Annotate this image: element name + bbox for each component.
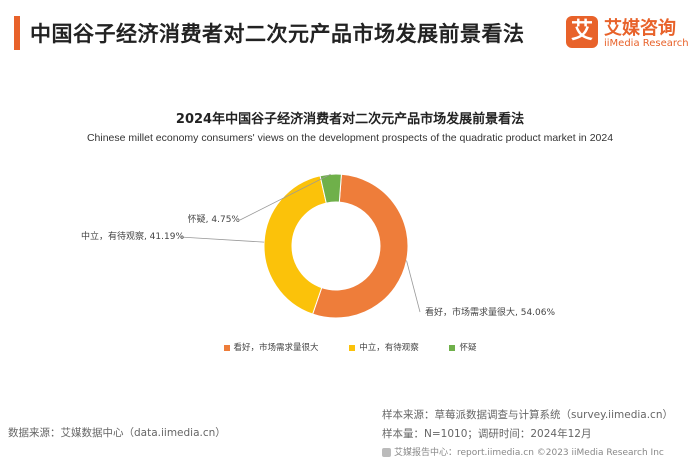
slice-optimistic xyxy=(311,173,409,319)
donut-labels: 看好，市场需求量很大, 54.06% 中立，有待观察, 41.19% 怀疑, 4.7… xyxy=(81,173,555,318)
legend-swatch-neutral xyxy=(349,344,356,351)
page-title: 中国谷子经济消费者对二次元产品市场发展前景看法 xyxy=(30,22,525,46)
brand-logo-block: 艾 艾媒咨询 iiMedia Research xyxy=(566,14,689,54)
header-accent-bar xyxy=(14,16,20,50)
slice-optimistic-label: 看好，市场需求量很大, 54.06% xyxy=(425,306,555,318)
legend-swatch-optimistic xyxy=(223,344,230,351)
slice-neutral xyxy=(263,175,327,315)
donut-slices xyxy=(263,173,409,319)
slice-neutral-leader xyxy=(179,236,265,243)
sample-source: 样本来源：草莓派数据调查与计算系统（survey.iimedia.cn） xyxy=(382,409,673,421)
chart-subtitle: Chinese millet economy consumers' views … xyxy=(86,132,614,144)
report-center-icon xyxy=(382,448,391,457)
chart-title: 2024年中国谷子经济消费者对二次元产品市场发展前景看法 xyxy=(175,112,525,127)
brand-name-cn: 艾媒咨询 xyxy=(604,18,676,39)
slice-neutral-label: 中立，有待观察, 41.19% xyxy=(81,230,184,242)
sample-info: 样本来源：草莓派数据调查与计算系统（survey.iimedia.cn） 样本量… xyxy=(382,406,678,463)
slice-doubt-leader xyxy=(239,173,331,221)
legend-swatch-doubt xyxy=(449,344,456,351)
copyright-line: 艾媒报告中心：report.iimedia.cn ©2023 iiMedia R… xyxy=(382,444,678,463)
brand-logo-icon: 艾 xyxy=(566,16,598,48)
slice-optimistic-leader xyxy=(406,260,421,313)
legend-item-doubt: 怀疑 xyxy=(449,341,476,353)
slice-doubt-label: 怀疑, 4.75% xyxy=(188,213,241,225)
legend-label-optimistic: 看好，市场需求量很大 xyxy=(233,343,319,353)
legend-item-optimistic: 看好，市场需求量很大 xyxy=(223,341,319,353)
slice-doubt xyxy=(319,173,342,204)
chart-legend: 看好，市场需求量很大 中立，有待观察 怀疑 xyxy=(0,341,700,353)
copyright-text: 艾媒报告中心：report.iimedia.cn ©2023 iiMedia R… xyxy=(394,448,664,458)
brand-name-en: iiMedia Research xyxy=(604,38,689,49)
legend-label-neutral: 中立，有待观察 xyxy=(359,343,419,353)
sample-size: 样本量：N=1010；调研时间：2024年12月 xyxy=(382,428,592,440)
legend-label-doubt: 怀疑 xyxy=(459,343,477,353)
legend-item-neutral: 中立，有待观察 xyxy=(349,341,419,353)
data-source-note: 数据来源：艾媒数据中心（data.iimedia.cn） xyxy=(8,427,226,439)
